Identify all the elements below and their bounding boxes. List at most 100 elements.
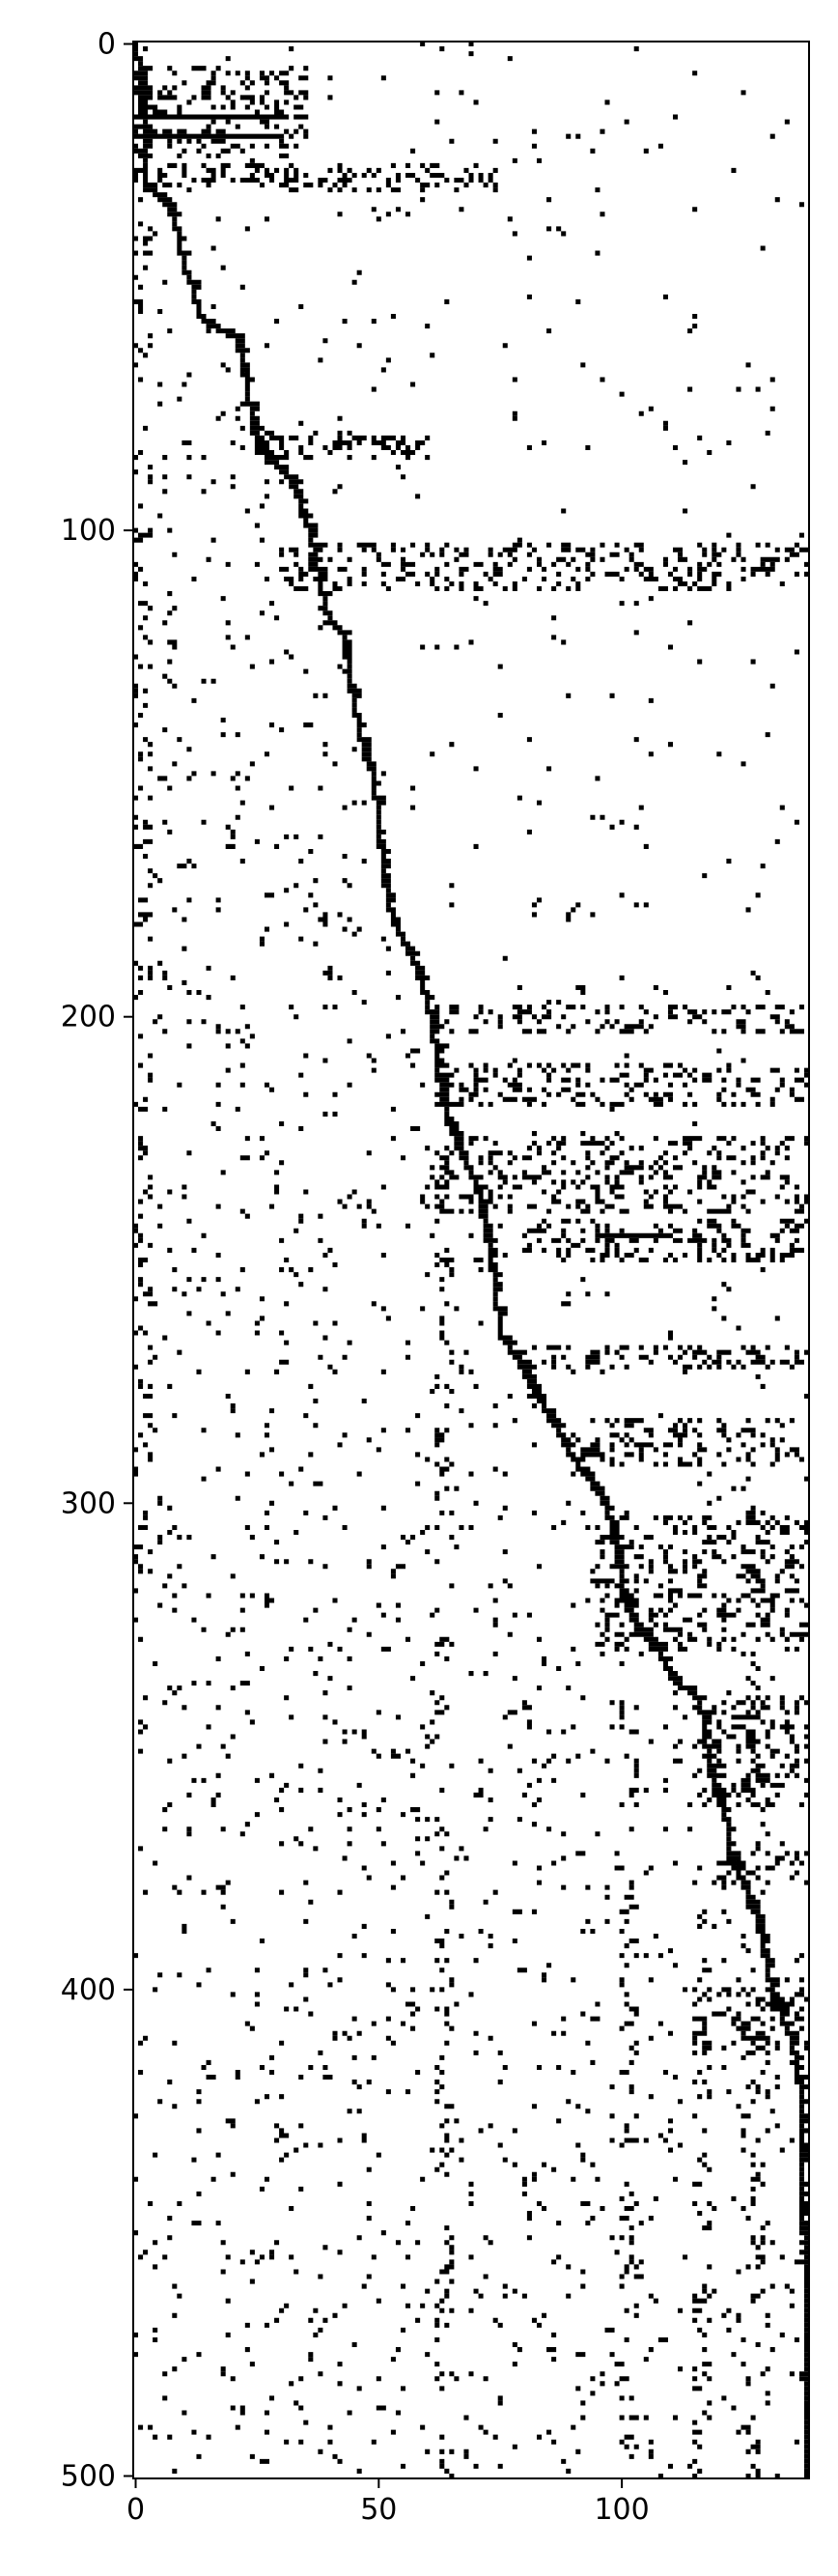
nonzero-row-305 (138, 1524, 810, 1530)
nonzero-row-31 (153, 192, 168, 198)
nonzero-row-29 (143, 183, 498, 188)
nonzero-row-303 (143, 1514, 790, 1520)
nonzero-row-110 (133, 576, 746, 581)
nonzero-row-214 (177, 1082, 809, 1088)
nonzero-row-137 (351, 707, 357, 713)
nonzero-row-432 (303, 2142, 809, 2148)
nonzero-row-225 (138, 1136, 810, 1142)
nonzero-row-426 (133, 2113, 809, 2119)
nonzero-row-67 (225, 367, 386, 373)
nonzero-row-85 (133, 455, 431, 461)
nonzero-row-71 (244, 386, 761, 392)
nonzero-row-462 (425, 2288, 809, 2294)
nonzero-row-288 (143, 1442, 775, 1448)
nonzero-row-388 (182, 1928, 766, 1934)
nonzero-row-295 (201, 1476, 809, 1482)
nonzero-row-152 (371, 780, 381, 786)
nonzero-row-175 (264, 892, 761, 898)
nonzero-row-349 (322, 1739, 795, 1744)
nonzero-row-151 (157, 776, 601, 781)
nonzero-row-253 (293, 1272, 503, 1278)
y-tick-label: 300 (61, 1486, 116, 1520)
nonzero-row-107 (133, 561, 809, 567)
nonzero-row-392 (667, 1948, 770, 1954)
nonzero-row-376 (444, 1870, 799, 1876)
nonzero-row-434 (153, 2152, 809, 2158)
nonzero-row-129 (303, 668, 352, 674)
plot-frame (132, 41, 810, 2479)
nonzero-row-93 (264, 494, 421, 499)
nonzero-row-234 (434, 1179, 790, 1185)
nonzero-row-87 (148, 465, 401, 470)
nonzero-row-200 (157, 1014, 780, 1020)
nonzero-row-283 (512, 1418, 795, 1424)
nonzero-row-398 (337, 1977, 804, 1983)
nonzero-row-60 (148, 333, 245, 339)
nonzero-row-257 (143, 1291, 610, 1297)
nonzero-row-475 (133, 2352, 809, 2358)
nonzero-row-378 (225, 1880, 809, 1885)
nonzero-row-373 (342, 1855, 799, 1861)
nonzero-row-226 (138, 1141, 810, 1146)
nonzero-row-122 (143, 635, 557, 640)
nonzero-row-95 (138, 503, 304, 509)
nonzero-row-363 (162, 1807, 766, 1813)
nonzero-row-199 (425, 1009, 795, 1015)
nonzero-row-5 (138, 66, 309, 71)
nonzero-row-451 (167, 2235, 809, 2241)
nonzero-row-250 (138, 1257, 785, 1263)
nonzero-row-380 (143, 1889, 766, 1895)
nonzero-row-409 (332, 2030, 799, 2036)
nonzero-row-312 (133, 1559, 799, 1565)
nonzero-row-390 (259, 1939, 770, 1944)
nonzero-row-16 (143, 119, 790, 125)
nonzero-row-27 (133, 172, 493, 179)
nonzero-row-41 (143, 241, 182, 246)
nonzero-row-202 (215, 1024, 795, 1030)
nonzero-row-272 (133, 1364, 795, 1370)
nonzero-row-105 (172, 552, 799, 557)
nonzero-row-145 (186, 747, 372, 752)
nonzero-row-287 (366, 1437, 785, 1443)
nonzero-row-207 (410, 1048, 722, 1054)
nonzero-row-291 (148, 1457, 804, 1462)
nonzero-row-301 (167, 1505, 756, 1511)
nonzero-row-412 (628, 2045, 809, 2051)
nonzero-row-263 (206, 1320, 503, 1326)
nonzero-row-223 (215, 1126, 460, 1132)
nonzero-row-221 (444, 1116, 455, 1121)
nonzero-row-332 (215, 1656, 674, 1661)
y-axis: 0 100 200 300 400 500 (61, 28, 133, 2493)
nonzero-row-416 (201, 2064, 804, 2070)
nonzero-row-120 (138, 625, 343, 631)
nonzero-row-9 (133, 85, 290, 91)
nonzero-row-30 (143, 187, 601, 193)
nonzero-row-68 (186, 372, 250, 378)
nonzero-row-347 (138, 1729, 790, 1735)
nonzero-row-28 (133, 178, 493, 184)
nonzero-row-314 (138, 1569, 785, 1574)
nonzero-row-109 (133, 571, 809, 577)
nonzero-row-277 (430, 1388, 543, 1394)
nonzero-row-413 (318, 2050, 799, 2055)
nonzero-row-327 (225, 1631, 809, 1637)
nonzero-row-254 (138, 1277, 586, 1283)
nonzero-row-306 (167, 1529, 809, 1536)
nonzero-row-313 (138, 1564, 804, 1570)
nonzero-row-240 (239, 1208, 804, 1214)
nonzero-row-353 (167, 1758, 809, 1764)
nonzero-row-74 (157, 401, 260, 407)
y-tick-label: 0 (98, 28, 116, 62)
nonzero-row-25 (143, 162, 479, 168)
nonzero-row-49 (162, 279, 357, 285)
nonzero-row-81 (254, 435, 703, 440)
nonzero-row-3 (133, 56, 513, 62)
nonzero-row-245 (138, 1232, 780, 1238)
nonzero-row-229 (138, 1155, 790, 1161)
nonzero-row-190 (138, 965, 426, 971)
nonzero-row-247 (133, 1242, 795, 1248)
nonzero-row-326 (201, 1627, 785, 1632)
nonzero-row-292 (434, 1461, 775, 1467)
nonzero-row-401 (230, 1992, 804, 1997)
nonzero-row-402 (303, 1996, 809, 2002)
